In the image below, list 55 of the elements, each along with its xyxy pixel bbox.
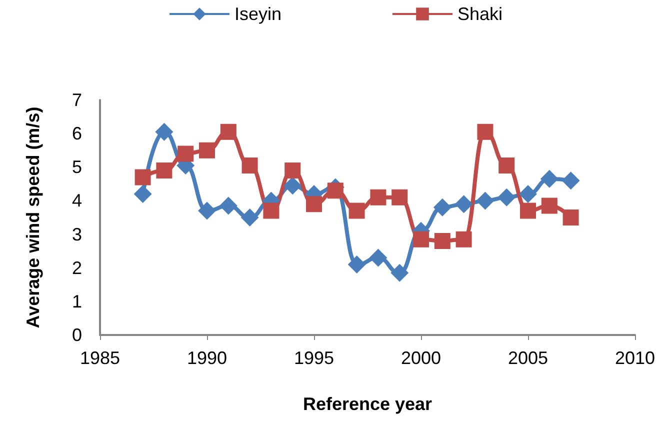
x-tick-label: 2005	[508, 348, 548, 368]
x-tick-label: 2000	[400, 348, 442, 368]
point	[219, 196, 238, 215]
point	[477, 124, 494, 140]
y-axis-title: Average wind speed (m/s)	[23, 106, 43, 328]
point	[562, 172, 580, 190]
y-tick-label: 7	[72, 90, 82, 110]
point	[434, 233, 450, 249]
point	[284, 176, 302, 195]
y-tick-label: 4	[72, 190, 82, 211]
point	[220, 124, 236, 140]
point	[541, 198, 558, 214]
point	[433, 198, 452, 216]
point	[498, 188, 516, 206]
point	[519, 185, 537, 203]
point	[178, 146, 194, 162]
point	[520, 202, 536, 219]
point	[240, 208, 259, 226]
point	[348, 202, 365, 219]
point	[498, 157, 515, 174]
point	[134, 169, 151, 186]
point	[263, 202, 280, 219]
point	[476, 192, 494, 210]
point	[242, 157, 258, 174]
point	[562, 210, 579, 226]
point	[156, 162, 172, 178]
point	[392, 189, 408, 206]
point	[327, 182, 344, 199]
point	[198, 202, 216, 220]
point	[134, 185, 152, 203]
point	[454, 195, 473, 214]
point	[284, 162, 301, 178]
legend-label: Iseyin	[234, 4, 282, 24]
y-tick-label: 6	[72, 124, 82, 144]
point	[306, 196, 322, 212]
x-axis-title: Reference year	[302, 394, 432, 414]
point	[413, 231, 429, 248]
x-tick-label: 1995	[294, 348, 334, 368]
y-tick-label: 3	[72, 224, 82, 244]
legend-label: Shaki	[458, 4, 503, 24]
point	[390, 264, 409, 282]
point	[456, 231, 472, 248]
x-tick-label: 1985	[80, 348, 120, 368]
point	[348, 256, 366, 274]
y-tick-label: 0	[72, 325, 82, 345]
point	[540, 170, 558, 188]
y-tick-label: 5	[72, 157, 82, 178]
point	[369, 248, 388, 267]
x-tick-label: 1990	[186, 348, 228, 368]
point	[199, 142, 215, 158]
y-tick-label: 1	[72, 291, 82, 312]
point	[370, 189, 386, 206]
point	[155, 122, 174, 141]
x-tick-label: 2010	[614, 348, 656, 368]
y-tick-label: 2	[72, 258, 82, 278]
